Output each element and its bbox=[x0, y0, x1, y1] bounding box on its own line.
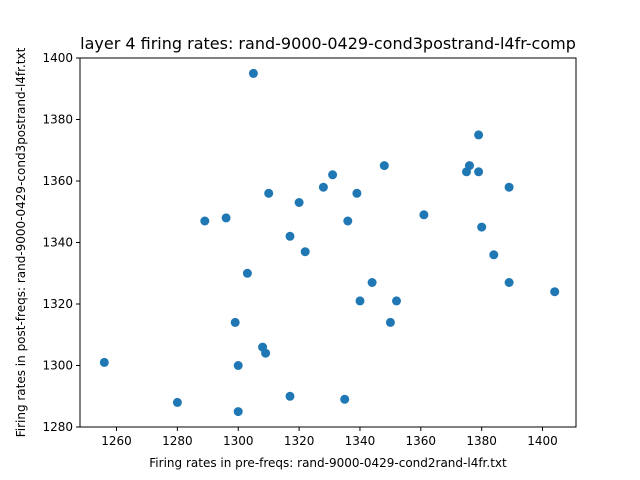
data-point-35 bbox=[550, 287, 560, 297]
points-layer bbox=[99, 68, 560, 417]
x-axis-label: Firing rates in pre-freqs: rand-9000-042… bbox=[149, 456, 507, 470]
data-point-33 bbox=[504, 182, 514, 192]
data-point-21 bbox=[355, 296, 365, 306]
data-point-8 bbox=[248, 68, 258, 78]
data-point-18 bbox=[340, 394, 350, 404]
x-tick-label-7: 1400 bbox=[527, 434, 558, 448]
data-point-34 bbox=[504, 278, 514, 287]
x-axis-ticks: 1260 1280 1300 1320 1340 1360 1380 1400 bbox=[101, 427, 558, 448]
data-point-7 bbox=[242, 268, 252, 278]
y-axis-label: Firing rates in post-freqs: rand-9000-04… bbox=[14, 47, 28, 437]
y-tick-label-2: 1320 bbox=[42, 297, 73, 311]
data-point-26 bbox=[419, 210, 429, 220]
data-point-30 bbox=[474, 167, 484, 177]
data-point-23 bbox=[379, 161, 389, 171]
y-tick-label-0: 1280 bbox=[42, 420, 73, 434]
data-point-11 bbox=[264, 188, 274, 198]
x-tick-label-3: 1320 bbox=[284, 434, 315, 448]
y-tick-label-3: 1340 bbox=[42, 236, 73, 250]
y-axis-ticks: 1280 1300 1320 1340 1360 1380 1400 bbox=[42, 51, 80, 434]
data-point-31 bbox=[477, 222, 487, 232]
y-tick-label-5: 1380 bbox=[42, 113, 73, 127]
data-point-6 bbox=[233, 407, 243, 417]
x-tick-label-0: 1260 bbox=[101, 434, 132, 448]
x-tick-label-6: 1380 bbox=[466, 434, 497, 448]
data-point-10 bbox=[261, 348, 271, 358]
data-point-22 bbox=[367, 278, 377, 287]
data-point-0 bbox=[99, 357, 109, 367]
plot-frame bbox=[79, 57, 577, 428]
data-point-3 bbox=[221, 213, 231, 223]
data-point-29 bbox=[474, 130, 484, 140]
x-tick-label-2: 1300 bbox=[223, 434, 254, 448]
data-point-14 bbox=[294, 198, 304, 207]
data-point-15 bbox=[300, 247, 310, 257]
data-point-1 bbox=[172, 397, 182, 407]
data-point-24 bbox=[385, 317, 395, 327]
x-tick-label-5: 1360 bbox=[406, 434, 437, 448]
data-point-5 bbox=[233, 361, 243, 370]
data-point-2 bbox=[200, 216, 210, 226]
x-tick-label-4: 1340 bbox=[345, 434, 376, 448]
data-point-16 bbox=[318, 182, 328, 192]
x-tick-label-1: 1280 bbox=[162, 434, 193, 448]
y-tick-label-6: 1400 bbox=[42, 51, 73, 65]
data-point-28 bbox=[465, 161, 474, 171]
y-tick-label-1: 1300 bbox=[42, 359, 73, 373]
data-point-19 bbox=[343, 216, 353, 226]
y-tick-label-4: 1360 bbox=[42, 174, 73, 188]
data-point-20 bbox=[352, 188, 362, 198]
data-point-12 bbox=[285, 231, 295, 241]
chart-title: layer 4 firing rates: rand-9000-0429-con… bbox=[80, 34, 576, 53]
data-point-17 bbox=[328, 170, 338, 180]
data-point-25 bbox=[392, 296, 401, 306]
data-point-32 bbox=[489, 250, 499, 260]
data-point-13 bbox=[285, 391, 295, 401]
data-point-4 bbox=[230, 317, 240, 327]
